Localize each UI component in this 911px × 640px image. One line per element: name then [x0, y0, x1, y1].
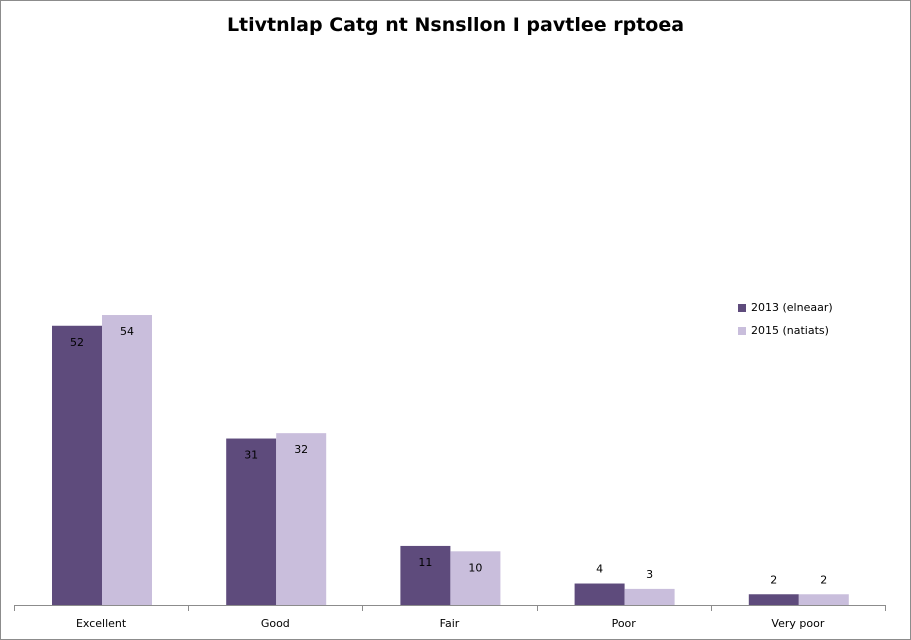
x-tick-label: Fair [440, 617, 460, 630]
legend-item-series-1: 2013 (elneaar) [738, 296, 833, 319]
legend-swatch-series-2 [738, 326, 746, 335]
legend-label-series-1: 2013 (elneaar) [751, 301, 833, 314]
data-label: 52 [70, 336, 84, 349]
bar-1 [748, 594, 799, 605]
bar-1 [400, 545, 451, 605]
data-label: 10 [468, 561, 482, 574]
data-label: 3 [646, 568, 653, 581]
legend-swatch-series-1 [738, 303, 746, 312]
chart-title: Ltivtnlap Catg nt Nsnsllon I pavtlee rpt… [226, 14, 685, 36]
bar-1 [226, 438, 277, 605]
bar-1 [52, 325, 102, 605]
bar-2 [450, 551, 501, 605]
bar-1 [574, 583, 625, 605]
bar-2 [798, 594, 849, 605]
data-label: 54 [120, 325, 134, 338]
chart-legend: 2013 (elneaar) 2015 (natiats) [738, 296, 833, 342]
legend-item-series-2: 2015 (natiats) [738, 319, 833, 342]
x-tick-label: Excellent [76, 617, 127, 630]
data-label: 4 [596, 563, 603, 576]
data-label: 11 [418, 556, 432, 569]
data-label: 2 [770, 573, 777, 586]
data-label: 31 [244, 449, 258, 462]
bar-2 [624, 588, 675, 605]
bar-2 [102, 315, 152, 605]
data-label: 2 [820, 573, 827, 586]
data-label: 32 [294, 443, 308, 456]
x-tick-label: Poor [612, 617, 637, 630]
legend-label-series-2: 2015 (natiats) [751, 324, 829, 337]
x-tick-label: Very poor [771, 617, 824, 630]
bar-2 [276, 433, 327, 605]
x-tick-label: Good [261, 617, 290, 630]
